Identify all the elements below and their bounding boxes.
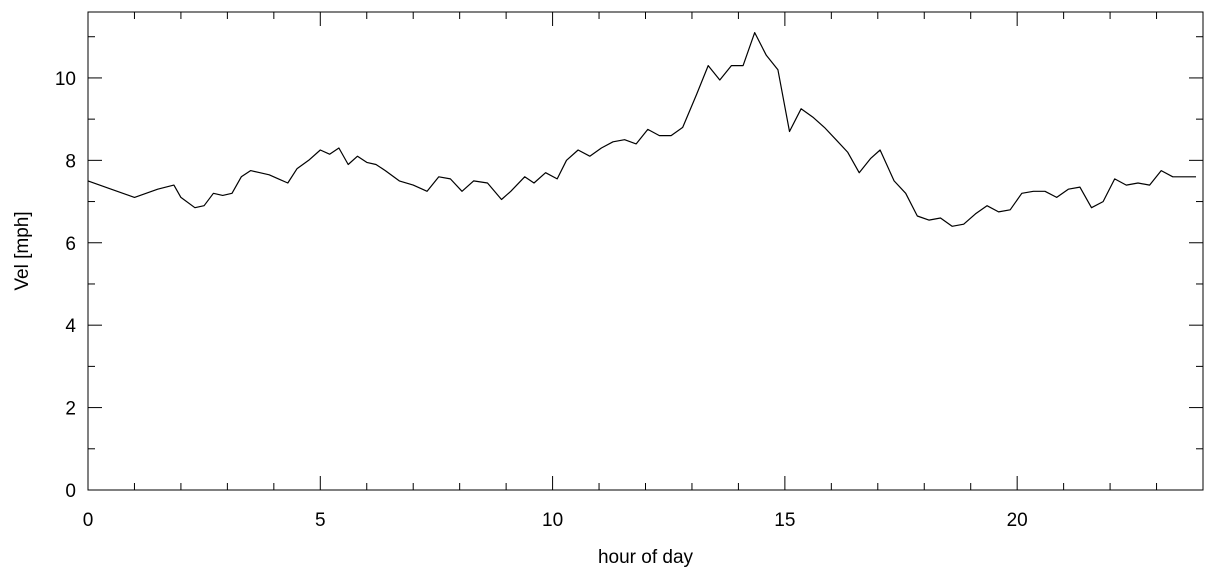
x-tick-label: 0: [83, 510, 94, 531]
y-tick-label: 0: [65, 481, 76, 502]
y-axis-tick-labels: 0 2 4 6 8 10: [55, 69, 77, 502]
x-axis-title: hour of day: [598, 547, 694, 568]
x-tick-label: 15: [774, 510, 795, 531]
x-tick-label: 10: [542, 510, 563, 531]
series-points: [87, 31, 1197, 227]
y-axis-title: Vel [mph]: [12, 211, 33, 290]
y-tick-label: 10: [55, 69, 76, 90]
y-axis-ticks: [88, 36, 1203, 491]
y-tick-label: 6: [65, 234, 76, 255]
x-tick-label: 5: [315, 510, 326, 531]
plot-frame: [87, 11, 1204, 491]
series-line: [87, 32, 1196, 227]
y-tick-label: 4: [65, 316, 76, 337]
y-tick-label: 2: [65, 399, 76, 420]
x-tick-label: 20: [1007, 510, 1028, 531]
x-axis-tick-labels: 0 5 10 15 20: [83, 510, 1028, 531]
y-tick-label: 8: [65, 151, 76, 172]
x-axis-ticks: [87, 12, 1204, 490]
